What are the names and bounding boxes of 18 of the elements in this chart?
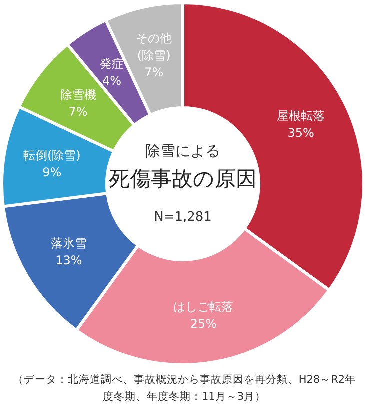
data-label: 25%	[190, 316, 218, 331]
text: 死傷事故の原因	[109, 167, 257, 191]
slice-label: はしご転落	[174, 300, 234, 314]
data-label: 4%	[102, 74, 122, 88]
text: 除雪による	[146, 142, 220, 160]
text: （データ：北海道調べ、事故概況から事故原因を再分類、H28～R2年度冬期、年度冬期：11月～3月）	[12, 373, 357, 405]
slice-label: 落氷雪	[50, 236, 87, 250]
data-label: 35%	[288, 126, 314, 140]
slice-label: その他(除雪)	[136, 32, 172, 63]
data-label: 9%	[42, 165, 62, 180]
data-label: 13%	[56, 253, 82, 268]
slice-label: 除雪機	[60, 88, 96, 102]
slice-label: 転倒(除雪)	[23, 148, 81, 162]
data-label: 7%	[68, 104, 88, 119]
text: N=1,281	[154, 210, 212, 225]
slice-label: 屋根転落	[277, 108, 326, 123]
data-label: 7%	[144, 66, 164, 80]
slice-label: 発症	[100, 57, 124, 72]
